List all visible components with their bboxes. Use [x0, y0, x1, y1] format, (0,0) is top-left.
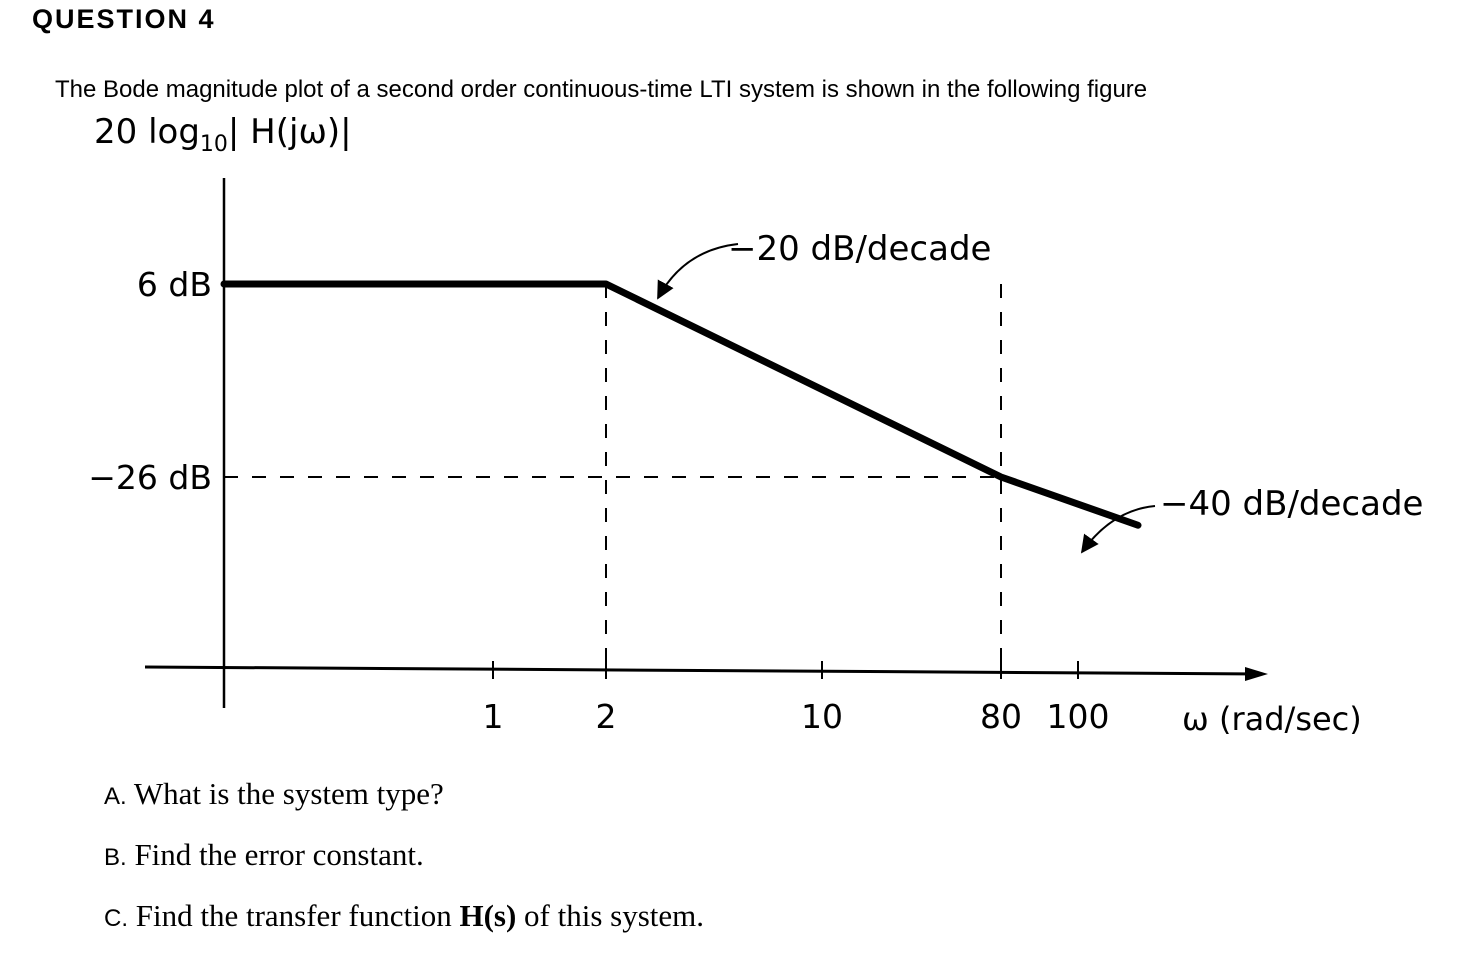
question-b-letter: B. — [104, 844, 127, 871]
question-prompt: The Bode magnitude plot of a second orde… — [55, 76, 1148, 103]
magnitude-series — [220, 280, 1142, 529]
slope-arrow — [1080, 505, 1156, 554]
x-axis — [144, 665, 1263, 676]
question-a-text: What is the system type? — [126, 776, 444, 811]
question-c: C. Find the transfer function H(s) of th… — [104, 898, 704, 934]
slope-arrow — [657, 243, 739, 300]
slope-label: −20 dB/decade — [728, 229, 991, 269]
x-axis-title: ω (rad/sec) — [1182, 700, 1362, 738]
question-b-text: Find the error constant. — [126, 837, 424, 872]
question-title: QUESTION 4 — [32, 4, 216, 34]
y-axis-label: 20 log10| H(jω)| — [94, 112, 352, 157]
question-c-text-after: of this system. — [516, 898, 705, 933]
y-label-suffix: | H(jω)| — [227, 112, 352, 152]
y-label-subscript: 10 — [199, 131, 228, 157]
guide-lines — [224, 284, 1002, 670]
x-tick-label: 1 — [483, 697, 504, 736]
x-axis-arrowhead — [1245, 667, 1268, 681]
question-c-letter: C. — [104, 905, 128, 932]
question-c-text-before: Find the transfer function — [128, 898, 460, 933]
x-ticks: 1 2 10 80 100 — [483, 661, 1110, 736]
slope-annotations: −20 dB/decade −40 dB/decade — [657, 229, 1423, 554]
magnitude-line — [220, 280, 1142, 529]
x-tick-label: 2 — [596, 697, 617, 736]
y-tick-label: −26 dB — [88, 458, 212, 497]
question-c-bold: H(s) — [459, 898, 517, 933]
slope-label: −40 dB/decade — [1160, 484, 1423, 524]
y-ticks: 6 dB −26 dB — [88, 265, 236, 497]
x-tick-label: 80 — [980, 697, 1022, 736]
question-a-letter: A. — [104, 783, 127, 810]
x-tick-label: 10 — [801, 697, 843, 736]
y-label-prefix: 20 log — [94, 112, 200, 152]
question-a: A. What is the system type? — [104, 776, 444, 812]
question-b: B. Find the error constant. — [104, 837, 424, 873]
y-tick-label: 6 dB — [137, 265, 212, 304]
x-tick-label: 100 — [1047, 697, 1110, 736]
